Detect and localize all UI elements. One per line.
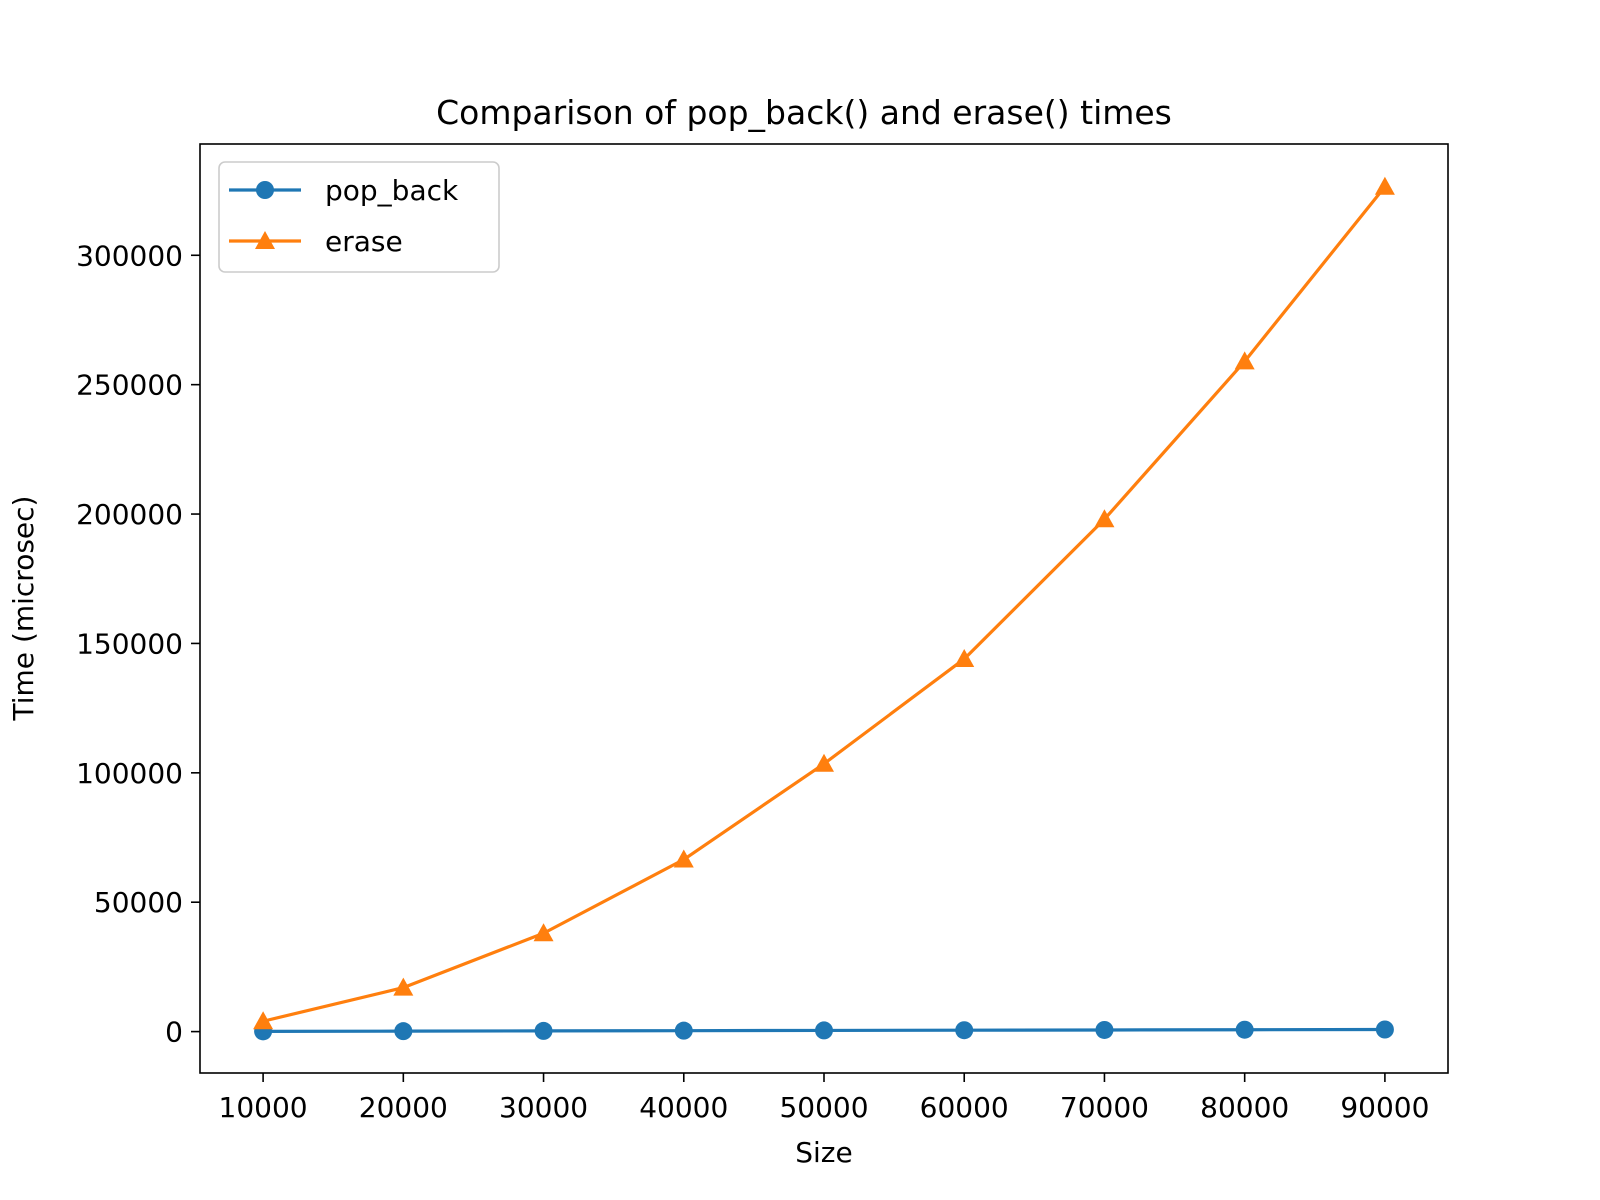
x-tick-label: 20000 (359, 1091, 448, 1124)
y-tick-label: 50000 (94, 886, 183, 919)
legend-pop-back-label: pop_back (325, 174, 459, 207)
data-point-erase (393, 977, 414, 996)
data-point-pop-back (534, 1021, 553, 1040)
y-axis-label: Time (microsec) (7, 496, 40, 722)
x-tick-label: 40000 (639, 1091, 728, 1124)
y-tick-label: 250000 (76, 369, 183, 402)
legend: pop_back erase (218, 161, 500, 273)
y-tick-label: 300000 (76, 239, 183, 272)
data-point-pop-back (674, 1021, 693, 1040)
x-tick-label: 10000 (219, 1091, 308, 1124)
data-point-erase (253, 1011, 274, 1030)
data-point-erase (954, 648, 975, 667)
chart-title: Comparison of pop_back() and erase() tim… (436, 93, 1172, 132)
data-point-erase (814, 753, 834, 772)
plot-frame (199, 143, 1449, 1074)
data-point-pop-back (955, 1021, 974, 1040)
x-tick-label: 70000 (1060, 1091, 1149, 1124)
legend-erase-label: erase (325, 225, 403, 258)
data-point-pop-back (1235, 1020, 1254, 1039)
x-tick-label: 80000 (1200, 1091, 1289, 1124)
x-tick-label: 50000 (779, 1091, 868, 1124)
data-point-erase (533, 923, 554, 942)
y-tick-label: 200000 (76, 498, 183, 531)
y-tick-label: 0 (165, 1016, 183, 1049)
x-tick-label: 90000 (1340, 1091, 1429, 1124)
x-tick-label: 60000 (920, 1091, 1009, 1124)
axis-ticks: 10000 20000 30000 40000 50000 60000 70000 80000… (76, 239, 1429, 1124)
plot-series (253, 176, 1395, 1041)
data-point-pop-back (815, 1021, 833, 1040)
data-point-erase (1094, 509, 1115, 528)
x-tick-label: 30000 (499, 1091, 588, 1124)
data-point-erase (1374, 176, 1395, 195)
legend-pop-back-marker (256, 181, 274, 199)
data-point-erase (1234, 351, 1255, 370)
data-point-pop-back (1095, 1020, 1114, 1039)
data-point-erase (673, 849, 694, 868)
data-point-pop-back (1375, 1020, 1394, 1039)
y-tick-label: 100000 (76, 757, 183, 790)
legend-erase-marker (255, 231, 275, 249)
x-axis-label: Size (795, 1136, 852, 1169)
y-tick-label: 150000 (76, 627, 183, 660)
data-point-pop-back (394, 1022, 413, 1041)
